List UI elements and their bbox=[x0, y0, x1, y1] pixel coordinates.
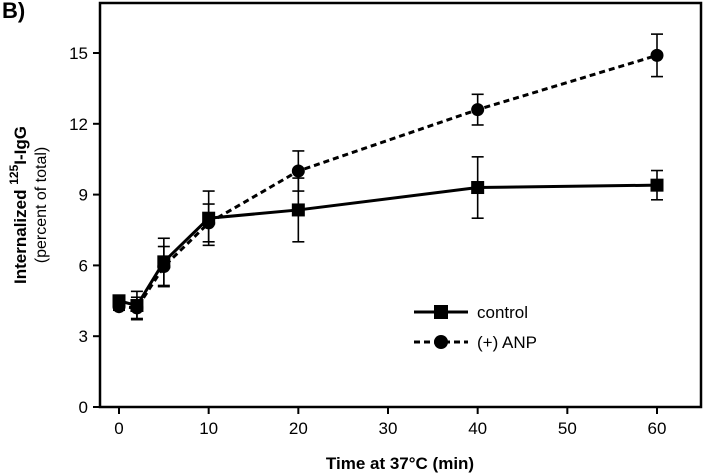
y-tick-label: 15 bbox=[69, 44, 88, 63]
x-tick-label: 40 bbox=[468, 419, 487, 438]
data-point-circle bbox=[650, 48, 664, 62]
y-axis-title-superscript: 125 bbox=[7, 164, 21, 184]
y-axis-title-suffix: I-IgG bbox=[11, 126, 30, 165]
y-tick-label: 9 bbox=[79, 186, 88, 205]
y-tick-label: 0 bbox=[79, 398, 88, 417]
legend-item-control: control bbox=[414, 303, 528, 322]
y-axis-title: Internalized 125I-IgG bbox=[7, 126, 30, 284]
data-point-circle bbox=[291, 164, 305, 178]
x-tick-label: 20 bbox=[289, 419, 308, 438]
x-tick-label: 60 bbox=[648, 419, 667, 438]
y-tick-label: 12 bbox=[69, 115, 88, 134]
data-point-square bbox=[157, 255, 171, 269]
y-axis-title-prefix: Internalized bbox=[11, 185, 30, 284]
y-axis-subtitle: (percent of total) bbox=[33, 147, 50, 264]
legend-label-anp: (+) ANP bbox=[477, 333, 537, 352]
data-point-square bbox=[471, 181, 485, 195]
legend: control (+) ANP bbox=[414, 303, 537, 352]
panel-label: B) bbox=[2, 0, 25, 23]
data-point-square bbox=[202, 211, 216, 225]
data-point-circle bbox=[471, 103, 485, 117]
legend-item-anp: (+) ANP bbox=[414, 333, 537, 352]
x-tick-label: 50 bbox=[558, 419, 577, 438]
data-point-square bbox=[650, 178, 664, 192]
series-anp bbox=[112, 33, 664, 320]
series-layer bbox=[112, 33, 664, 321]
y-axis: 0 3 6 9 12 15 bbox=[69, 44, 100, 417]
y-tick-label: 6 bbox=[79, 256, 88, 275]
circle-marker-icon bbox=[434, 335, 448, 349]
data-point-square bbox=[112, 294, 126, 308]
data-point-square bbox=[291, 203, 305, 217]
plot-frame bbox=[98, 1, 703, 409]
x-axis-title: Time at 37°C (min) bbox=[326, 454, 474, 473]
series-line bbox=[118, 53, 658, 310]
x-tick-label: 10 bbox=[199, 419, 218, 438]
series-line bbox=[118, 183, 658, 308]
y-axis-title-group: Internalized 125I-IgG (percent of total) bbox=[7, 126, 50, 284]
x-tick-label: 30 bbox=[379, 419, 398, 438]
series-control bbox=[112, 156, 664, 321]
square-marker-icon bbox=[434, 305, 448, 319]
x-axis: 0 10 20 30 40 50 60 bbox=[114, 407, 666, 438]
x-tick-label: 0 bbox=[114, 419, 123, 438]
y-tick-label: 3 bbox=[79, 327, 88, 346]
legend-label-control: control bbox=[477, 303, 528, 322]
data-point-square bbox=[130, 299, 144, 313]
